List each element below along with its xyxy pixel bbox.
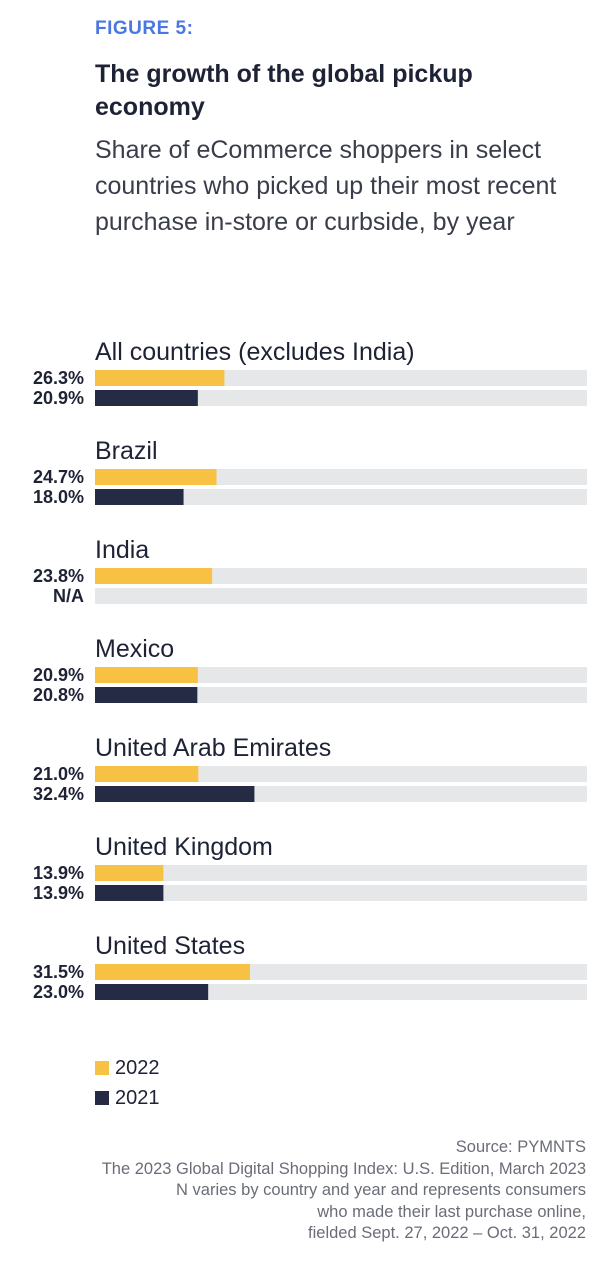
- data-label-2021-united-kingdom: 13.9%: [33, 883, 84, 903]
- bar-track: [95, 766, 587, 782]
- bar-2022-all-countries-excludes-india: [95, 370, 225, 386]
- bar-2021-brazil: [95, 489, 184, 505]
- category-label-all-countries-excludes-india: All countries (excludes India): [95, 338, 415, 366]
- bar-2022-india: [95, 568, 213, 584]
- category-label-mexico: Mexico: [95, 635, 174, 663]
- bar-track: [95, 469, 587, 485]
- bar-track: [95, 984, 587, 1000]
- bar-chart: All countries (excludes India)26.3%20.9%…: [33, 338, 587, 1002]
- legend-swatch-2022: [95, 1061, 109, 1075]
- legend-label-2022: 2022: [115, 1057, 160, 1079]
- bar-2022-mexico: [95, 667, 198, 683]
- bar-track: [95, 489, 587, 505]
- data-label-2021-brazil: 18.0%: [33, 487, 84, 507]
- bar-2021-all-countries-excludes-india: [95, 390, 198, 406]
- bar-track: [95, 390, 587, 406]
- data-label-2021-united-states: 23.0%: [33, 982, 84, 1002]
- category-label-united-states: United States: [95, 932, 245, 960]
- bar-track: [95, 588, 587, 604]
- category-label-india: India: [95, 536, 149, 564]
- data-label-2022-all-countries-excludes-india: 26.3%: [33, 368, 84, 388]
- chart-subtitle: Share of eCommerce shoppers in select co…: [95, 136, 557, 236]
- bar-track: [95, 568, 587, 584]
- category-label-united-kingdom: United Kingdom: [95, 833, 273, 861]
- bar-2022-united-kingdom: [95, 865, 164, 881]
- data-label-2022-united-states: 31.5%: [33, 962, 84, 982]
- data-label-2021-all-countries-excludes-india: 20.9%: [33, 388, 84, 408]
- source-line: fielded Sept. 27, 2022 – Oct. 31, 2022: [308, 1224, 586, 1242]
- bar-track: [95, 885, 587, 901]
- source-line: who made their last purchase online,: [317, 1202, 586, 1221]
- chart-title: The growth of the global pickup economy: [95, 60, 473, 121]
- source-line: N varies by country and year and represe…: [176, 1181, 586, 1199]
- bar-2021-united-arab-emirates: [95, 786, 255, 802]
- bar-track: [95, 865, 587, 881]
- figure-label: FIGURE 5:: [95, 18, 194, 39]
- category-label-united-arab-emirates: United Arab Emirates: [95, 734, 331, 762]
- bar-2021-united-kingdom: [95, 885, 164, 901]
- legend-item-2022: 2022: [95, 1057, 160, 1080]
- data-label-2021-mexico: 20.8%: [33, 685, 84, 705]
- bar-2022-united-arab-emirates: [95, 766, 199, 782]
- bar-2022-brazil: [95, 469, 217, 485]
- source-note: Source: PYMNTS The 2023 Global Digital S…: [6, 1137, 586, 1245]
- bar-track: [95, 687, 587, 703]
- data-label-2022-united-arab-emirates: 21.0%: [33, 764, 84, 784]
- data-label-2021-united-arab-emirates: 32.4%: [33, 784, 84, 804]
- data-label-2021-india: N/A: [53, 586, 84, 606]
- legend-swatch-2021: [95, 1091, 109, 1105]
- data-label-2022-brazil: 24.7%: [33, 467, 84, 487]
- data-label-2022-india: 23.8%: [33, 566, 84, 586]
- source-line: The 2023 Global Digital Shopping Index: …: [101, 1159, 586, 1178]
- bar-track: [95, 667, 587, 683]
- category-label-brazil: Brazil: [95, 437, 158, 465]
- bar-2021-united-states: [95, 984, 209, 1000]
- bar-2022-united-states: [95, 964, 250, 980]
- data-label-2022-united-kingdom: 13.9%: [33, 863, 84, 883]
- legend-item-2021: 2021: [95, 1087, 160, 1110]
- source-line: Source: PYMNTS: [455, 1138, 586, 1156]
- bar-2021-mexico: [95, 687, 198, 703]
- data-label-2022-mexico: 20.9%: [33, 665, 84, 685]
- legend-label-2021: 2021: [115, 1087, 160, 1109]
